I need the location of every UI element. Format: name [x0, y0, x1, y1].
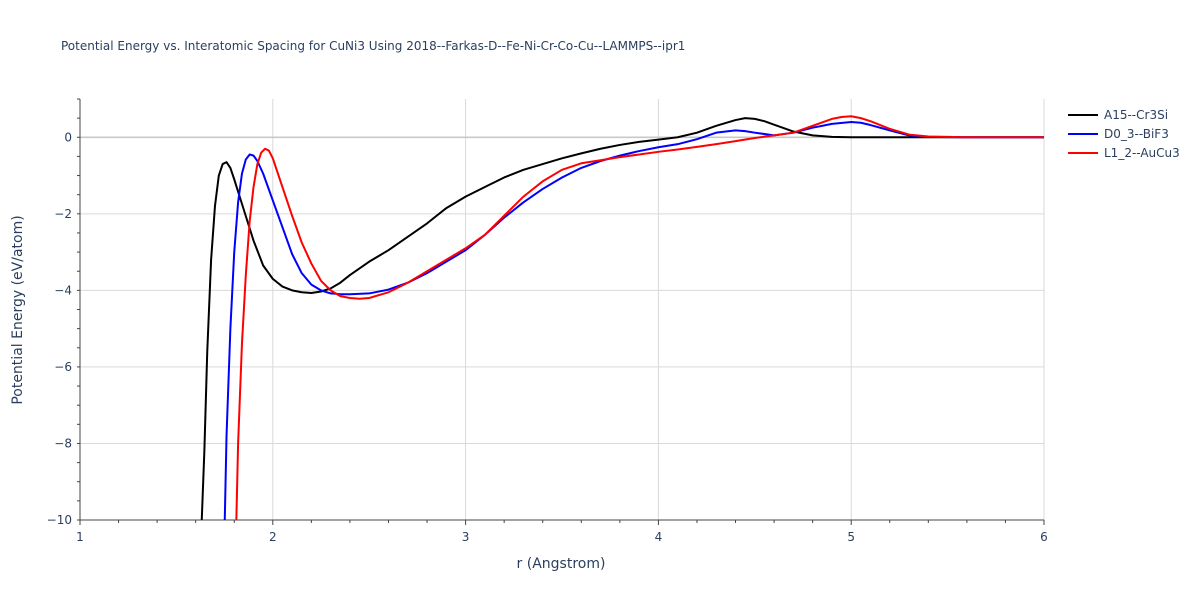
- y-tick-label: 0: [64, 130, 72, 144]
- y-tick-label: −4: [54, 283, 72, 297]
- legend-item-label[interactable]: L1_2--AuCu3: [1104, 146, 1180, 160]
- y-axis-title: Potential Energy (eV/atom): [10, 215, 26, 404]
- series-layer: [200, 115, 1044, 520]
- x-tick-label: 1: [76, 530, 84, 544]
- chart-title: Potential Energy vs. Interatomic Spacing…: [61, 39, 685, 53]
- legend-item-label[interactable]: D0_3--BiF3: [1104, 127, 1169, 141]
- x-tick-label: 4: [655, 530, 663, 544]
- y-tick-label: −10: [47, 513, 72, 527]
- x-axis-title: r (Angstrom): [517, 556, 606, 572]
- x-tick-label: 5: [847, 530, 855, 544]
- y-tick-label: −2: [54, 207, 72, 221]
- x-tick-label: 6: [1040, 530, 1048, 544]
- legend[interactable]: A15--Cr3Si D0_3--BiF3 L1_2--AuCu3: [1068, 108, 1180, 160]
- series-line-0: [200, 117, 1044, 520]
- legend-item-label[interactable]: A15--Cr3Si: [1104, 108, 1168, 122]
- tick-labels: 1 2 3 4 5 6 −10 −8 −6 −4 −2 0: [47, 130, 1048, 544]
- x-tick-label: 3: [462, 530, 470, 544]
- series-line-2: [235, 115, 1044, 520]
- x-tick-label: 2: [269, 530, 277, 544]
- y-tick-label: −6: [54, 360, 72, 374]
- y-tick-label: −8: [54, 436, 72, 450]
- axes: [77, 98, 1045, 525]
- series-line-1: [223, 120, 1044, 520]
